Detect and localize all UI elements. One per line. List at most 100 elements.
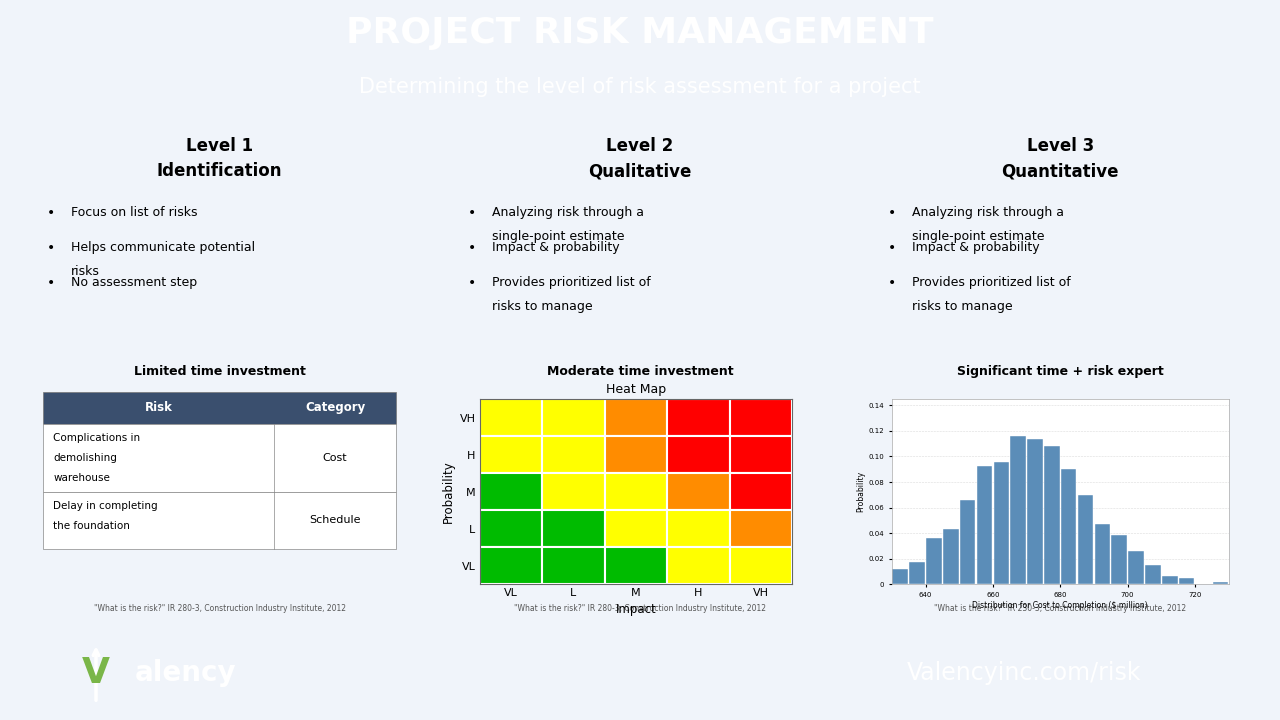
Bar <box>1010 436 1025 584</box>
Text: Category: Category <box>305 401 365 414</box>
Text: Analyzing risk through a: Analyzing risk through a <box>911 207 1064 220</box>
Text: •: • <box>467 276 476 290</box>
Text: single-point estimate: single-point estimate <box>492 230 625 243</box>
Bar <box>892 569 908 584</box>
Bar <box>604 436 667 473</box>
Text: warehouse: warehouse <box>54 473 110 483</box>
Bar <box>667 399 730 436</box>
Text: •: • <box>47 276 55 290</box>
Title: Heat Map: Heat Map <box>605 384 666 397</box>
Text: •: • <box>888 276 896 290</box>
Bar <box>960 500 975 584</box>
Text: Provides prioritized list of: Provides prioritized list of <box>492 276 650 289</box>
Bar <box>730 547 792 584</box>
Text: Level 3: Level 3 <box>1027 138 1094 156</box>
Text: Delay in completing: Delay in completing <box>54 500 157 510</box>
Text: •: • <box>888 241 896 256</box>
Bar <box>909 562 925 584</box>
Text: single-point estimate: single-point estimate <box>911 230 1044 243</box>
Bar <box>543 547 604 584</box>
Bar <box>480 436 543 473</box>
Text: Complications in: Complications in <box>54 433 141 443</box>
Bar <box>480 510 543 547</box>
Text: demolishing: demolishing <box>54 453 118 463</box>
Bar <box>604 399 667 436</box>
Bar <box>730 473 792 510</box>
Bar <box>1044 446 1060 584</box>
Text: Provides prioritized list of: Provides prioritized list of <box>911 276 1070 289</box>
Bar <box>1111 535 1126 584</box>
Text: Analyzing risk through a: Analyzing risk through a <box>492 207 644 220</box>
Text: •: • <box>888 207 896 220</box>
Text: risks: risks <box>72 266 100 279</box>
Bar <box>927 538 942 584</box>
Text: Quantitative: Quantitative <box>1001 162 1119 180</box>
Bar <box>730 510 792 547</box>
Bar <box>44 424 397 492</box>
Bar <box>480 399 543 436</box>
Text: Valencyinc.com/risk: Valencyinc.com/risk <box>906 661 1142 685</box>
Bar <box>1078 495 1093 584</box>
Bar <box>943 529 959 584</box>
Bar <box>480 473 543 510</box>
X-axis label: Distribution for Cost to Completion ($ million): Distribution for Cost to Completion ($ m… <box>973 600 1148 610</box>
Text: Focus on list of risks: Focus on list of risks <box>72 207 198 220</box>
Text: •: • <box>47 241 55 256</box>
Bar <box>543 510 604 547</box>
Text: "What is the risk?" IR 280-3, Construction Industry Institute, 2012: "What is the risk?" IR 280-3, Constructi… <box>515 603 765 613</box>
Bar <box>543 436 604 473</box>
Bar <box>667 473 730 510</box>
Text: Moderate time investment: Moderate time investment <box>547 365 733 378</box>
Text: alency: alency <box>134 660 236 687</box>
Text: Schedule: Schedule <box>310 516 361 526</box>
Bar <box>667 510 730 547</box>
Text: Risk: Risk <box>145 401 173 414</box>
Bar <box>1061 469 1076 584</box>
Text: Impact & probability: Impact & probability <box>492 241 620 254</box>
Bar <box>1212 582 1228 584</box>
Bar <box>543 399 604 436</box>
Bar <box>44 392 397 424</box>
Text: "What is the risk?" IR 280-3, Construction Industry Institute, 2012: "What is the risk?" IR 280-3, Constructi… <box>93 603 346 613</box>
Bar <box>604 473 667 510</box>
Bar <box>993 462 1009 584</box>
Y-axis label: Probability: Probability <box>856 471 865 512</box>
Bar <box>667 547 730 584</box>
Bar <box>1094 523 1110 584</box>
Bar <box>730 436 792 473</box>
Text: •: • <box>467 241 476 256</box>
Text: Helps communicate potential: Helps communicate potential <box>72 241 256 254</box>
Text: •: • <box>467 207 476 220</box>
Bar <box>1128 552 1144 584</box>
X-axis label: Impact: Impact <box>616 603 657 616</box>
Text: Limited time investment: Limited time investment <box>134 365 306 378</box>
Text: Cost: Cost <box>323 453 347 463</box>
Text: Level 2: Level 2 <box>607 138 673 156</box>
Bar <box>1179 577 1194 584</box>
Bar <box>604 510 667 547</box>
Text: Impact & probability: Impact & probability <box>911 241 1039 254</box>
Bar <box>1028 439 1043 584</box>
Text: the foundation: the foundation <box>54 521 131 531</box>
Bar <box>977 466 992 584</box>
Text: •: • <box>47 207 55 220</box>
Text: PROJECT RISK MANAGEMENT: PROJECT RISK MANAGEMENT <box>346 17 934 50</box>
Bar <box>44 492 397 549</box>
Text: "What is the risk?" IR 230-3, Construction Industry Institute, 2012: "What is the risk?" IR 230-3, Constructi… <box>934 603 1187 613</box>
Bar <box>543 473 604 510</box>
Bar <box>480 547 543 584</box>
Text: risks to manage: risks to manage <box>492 300 593 313</box>
Bar <box>604 547 667 584</box>
Text: Determining the level of risk assessment for a project: Determining the level of risk assessment… <box>360 77 920 97</box>
Text: Level 1: Level 1 <box>186 138 253 156</box>
Text: Significant time + risk expert: Significant time + risk expert <box>957 365 1164 378</box>
Text: risks to manage: risks to manage <box>911 300 1012 313</box>
Y-axis label: Probability: Probability <box>442 460 456 523</box>
Text: No assessment step: No assessment step <box>72 276 197 289</box>
Text: V: V <box>82 656 110 690</box>
Text: Qualitative: Qualitative <box>589 162 691 180</box>
Bar <box>1162 576 1178 584</box>
Bar <box>667 436 730 473</box>
Bar <box>1146 565 1161 584</box>
Text: Identification: Identification <box>157 162 283 180</box>
